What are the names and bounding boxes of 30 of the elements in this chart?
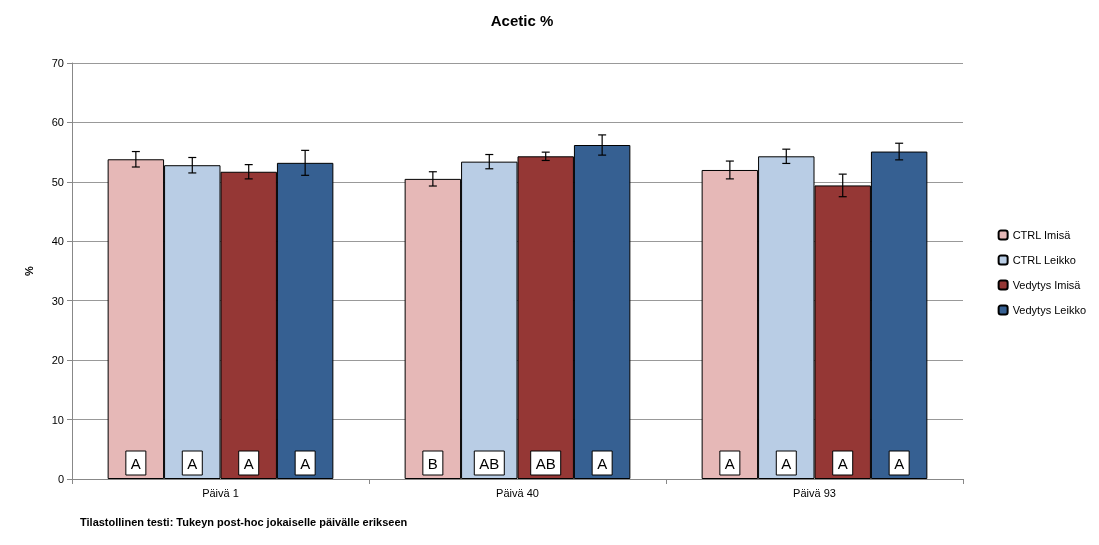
y-tick-label: 40 (51, 235, 64, 248)
y-tick-label: 60 (51, 116, 64, 129)
annotation: A (894, 454, 905, 472)
legend-label: Vedytys Imisä (1012, 279, 1082, 291)
annotation: A (597, 454, 608, 472)
text: Tilastollinen testi: Tukeyn post-hoc jokaiselle päivälle erikseen (80, 515, 408, 528)
y-tick-label: 0 (57, 473, 64, 485)
x-tick-label: Päivä 93 (793, 486, 836, 499)
annotation: AB (479, 454, 500, 472)
legend-label: CTRL Leikko (1012, 254, 1076, 266)
annotation: A (243, 454, 254, 472)
annotation: A (724, 454, 735, 472)
legend-label: Vedytys Leikko (1012, 304, 1086, 316)
annotation: A (781, 454, 792, 472)
y-tick-label: 10 (51, 413, 64, 426)
y-tick-label: 70 (51, 57, 64, 69)
y-tick-label: 30 (51, 294, 64, 307)
annotation: AB (535, 454, 556, 472)
chart-title: Acetic % (490, 12, 554, 29)
annotation: A (300, 454, 311, 472)
annotation: A (837, 454, 848, 472)
y-tick-label: 50 (51, 175, 64, 188)
x-tick-label: Päivä 1 (202, 486, 239, 499)
annotation: A (130, 454, 141, 472)
y-axis-title: % (22, 265, 35, 276)
annotation: A (187, 454, 198, 472)
y-tick-label: 20 (51, 354, 64, 367)
annotation: B (427, 454, 438, 472)
x-tick-label: Päivä 40 (496, 486, 539, 499)
legend-label: CTRL Imisä (1012, 229, 1072, 241)
